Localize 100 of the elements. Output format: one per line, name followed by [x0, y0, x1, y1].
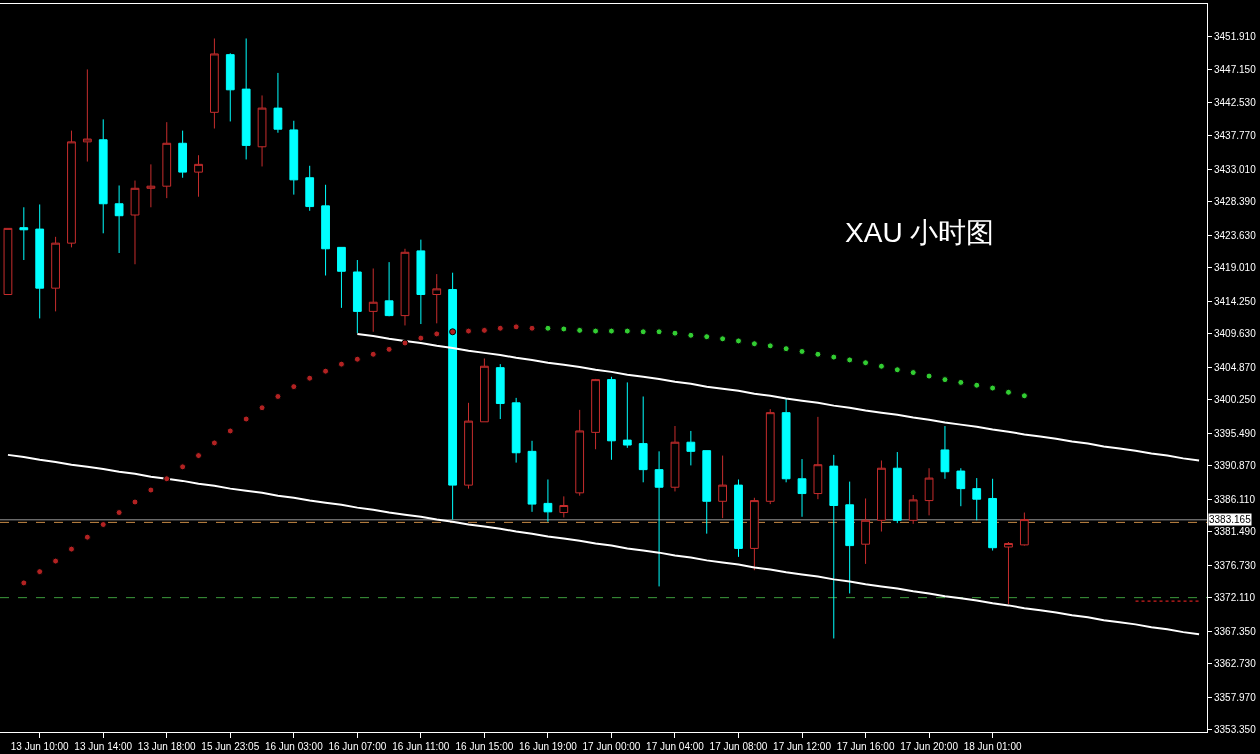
candlestick	[432, 273, 442, 324]
x-tick-label: 16 Jun 07:00	[328, 741, 387, 752]
candlestick	[940, 425, 950, 480]
candlestick	[654, 450, 664, 587]
point	[242, 415, 250, 423]
candlestick	[352, 259, 362, 334]
candlestick	[591, 378, 600, 450]
y-tick-label: 3400.250	[1214, 394, 1257, 406]
candlestick	[813, 416, 823, 500]
point	[369, 350, 377, 358]
candlestick	[35, 203, 45, 319]
y-tick-label: 3437.770	[1214, 130, 1257, 142]
candlestick	[19, 206, 29, 261]
point	[401, 339, 409, 347]
candlestick	[98, 118, 108, 234]
candlestick	[765, 408, 775, 505]
candlestick	[686, 430, 696, 466]
point	[417, 334, 425, 342]
text: XAU 小时图	[845, 216, 995, 248]
point	[36, 568, 44, 576]
candlestick	[321, 184, 330, 277]
x-tick-label: 16 Jun 03:00	[264, 741, 324, 752]
point	[67, 545, 75, 553]
point	[385, 345, 393, 353]
candlestick	[829, 454, 839, 639]
candlestick	[416, 239, 426, 325]
y-tick-label: 3390.870	[1214, 460, 1257, 472]
y-tick-label: 3376.730	[1214, 559, 1257, 571]
point	[480, 326, 488, 334]
candlestick	[749, 497, 759, 571]
point	[544, 324, 552, 332]
point	[576, 326, 584, 334]
candlestick	[194, 154, 203, 198]
candlestick	[527, 440, 537, 513]
point	[290, 383, 298, 391]
point	[83, 533, 91, 541]
candlestick	[82, 68, 92, 163]
candlestick	[892, 451, 902, 524]
candlestick	[146, 163, 156, 208]
point	[306, 374, 314, 382]
candlestick	[1004, 541, 1013, 605]
x-tick-label: 17 Jun 20:00	[900, 741, 959, 752]
y-tick-label: 3428.390	[1214, 196, 1257, 208]
candlestick	[67, 130, 76, 248]
point	[353, 355, 361, 363]
x-tick-label: 18 Jun 01:00	[963, 741, 1022, 752]
y-tick-label: 3423.630	[1214, 229, 1257, 241]
point	[909, 369, 917, 377]
x-tick-label: 13 Jun 18:00	[137, 741, 197, 752]
y-tick-label: 3409.630	[1214, 328, 1257, 340]
candlestick	[162, 121, 172, 199]
y-tick-label: 3386.110	[1214, 493, 1256, 505]
point	[1020, 392, 1028, 400]
x-tick-label: 13 Jun 14:00	[74, 741, 133, 752]
y-tick-label: 3381.490	[1214, 526, 1257, 538]
point	[623, 327, 631, 335]
point	[719, 335, 727, 343]
candlestick	[956, 467, 966, 507]
candlestick	[607, 376, 616, 461]
point	[941, 376, 949, 384]
y-tick-label: 3451.910	[1214, 30, 1257, 42]
candlestick	[702, 450, 712, 535]
candlestick	[988, 478, 997, 552]
point	[496, 324, 504, 332]
point	[830, 353, 838, 361]
point	[814, 350, 822, 358]
point	[528, 324, 536, 332]
point	[258, 404, 266, 412]
point	[433, 330, 441, 338]
candlestick	[781, 398, 791, 483]
candlestick	[797, 458, 807, 518]
y-tick-label: 3367.350	[1214, 625, 1257, 637]
point	[703, 333, 711, 341]
point	[592, 327, 600, 335]
point	[877, 362, 885, 370]
x-tick-label: 17 Jun 08:00	[709, 741, 768, 752]
candlestick	[861, 497, 870, 565]
candlestick	[384, 261, 394, 317]
candlestick	[480, 358, 489, 423]
point	[687, 331, 695, 339]
candlestick	[559, 495, 569, 518]
point	[973, 381, 981, 389]
x-tick-label: 13 Jun 10:00	[10, 741, 70, 752]
y-tick-label: 3372.110	[1214, 592, 1256, 604]
y-tick-label: 3447.150	[1214, 64, 1257, 76]
candlestick	[638, 395, 648, 483]
point	[798, 347, 806, 355]
point	[671, 329, 679, 337]
candlestick	[273, 72, 283, 134]
candlestick	[543, 478, 553, 523]
candlestick	[877, 459, 886, 533]
candlestick	[924, 467, 934, 516]
y-tick-label: 3404.870	[1214, 361, 1257, 373]
point	[226, 427, 234, 435]
x-tick-label: 16 Jun 11:00	[392, 741, 450, 752]
y-tick-label: 3442.530	[1214, 96, 1257, 108]
candlestick	[368, 267, 378, 333]
candlestick	[622, 381, 632, 449]
point	[750, 340, 758, 348]
point	[846, 356, 854, 364]
